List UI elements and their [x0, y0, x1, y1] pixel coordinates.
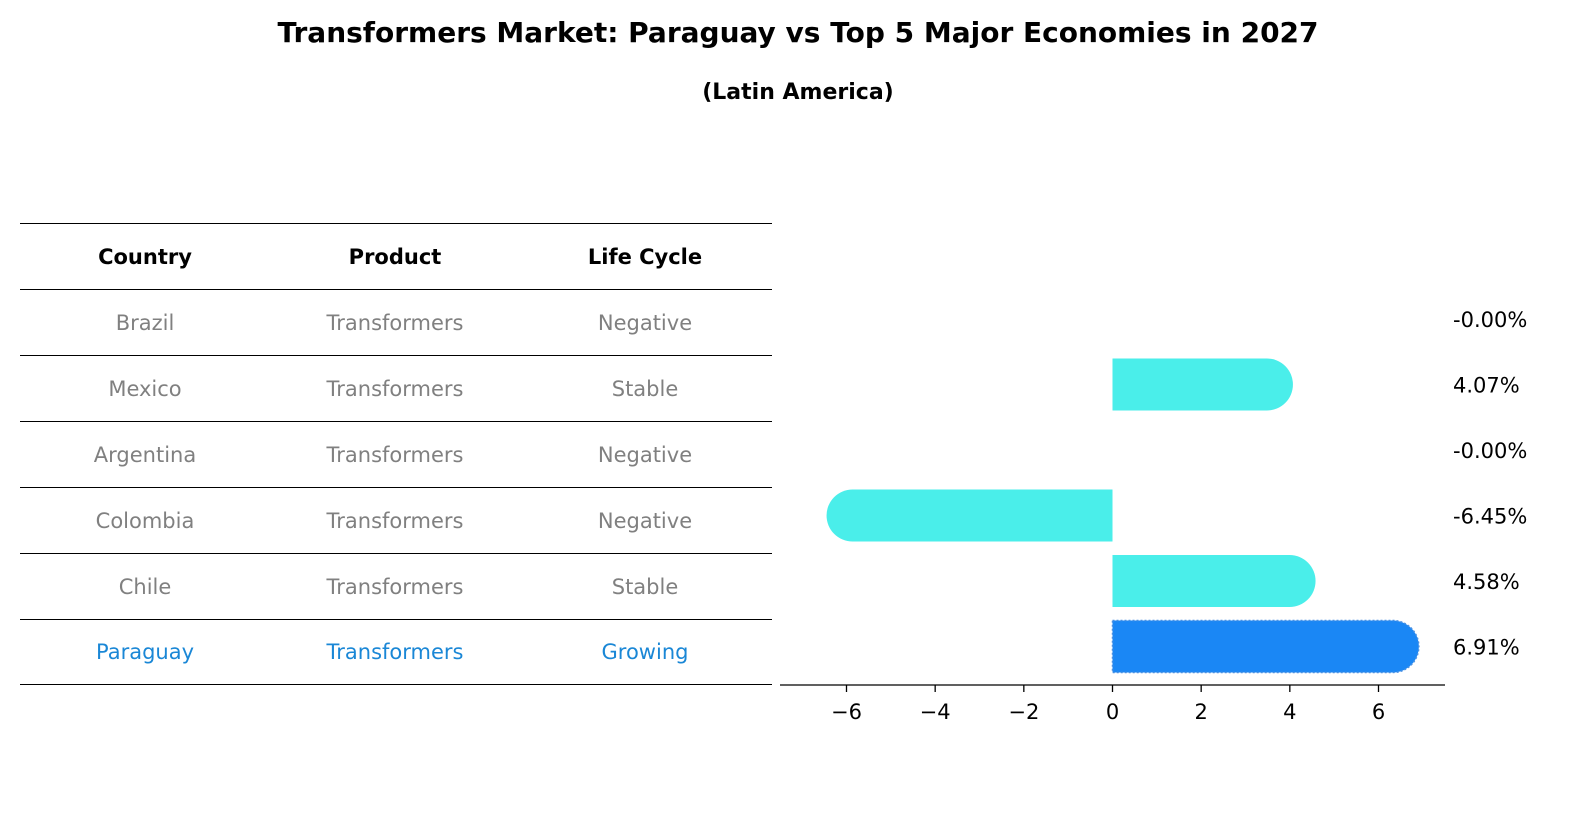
table-row: Brazil Transformers Negative — [20, 289, 772, 355]
cell-country: Mexico — [108, 376, 182, 401]
x-tick-label: −4 — [920, 700, 951, 724]
data-label-mexico: 4.07% — [1453, 374, 1520, 398]
x-tick-label: 6 — [1372, 700, 1385, 724]
cell-life-cycle: Stable — [611, 574, 679, 599]
cell-life-cycle: Negative — [597, 310, 693, 335]
cell-life-cycle: Growing — [601, 640, 689, 664]
cell-product: Transformers — [326, 310, 464, 335]
bar-chile — [1112, 555, 1316, 607]
cell-country: Paraguay — [95, 640, 195, 664]
cell-country: Chile — [118, 574, 172, 599]
bar-paraguay — [1111, 619, 1420, 674]
x-tick-label: 4 — [1283, 700, 1296, 724]
data-label-brazil: -0.00% — [1453, 308, 1527, 332]
cell-product: Transformers — [326, 508, 464, 533]
cell-life-cycle: Negative — [597, 442, 693, 467]
cell-country: Brazil — [115, 310, 175, 335]
table-row: Colombia Transformers Negative — [20, 487, 772, 553]
chart-title: Transformers Market: Paraguay vs Top 5 M… — [277, 16, 1319, 49]
chart-subtitle: (Latin America) — [702, 80, 894, 105]
table-header-row: Country Product Life Cycle — [20, 223, 772, 289]
bar-chart: -0.00% 4.07% -0.00% -6.45% 4.58% 6.91% −6 −4 −2 0… — [780, 308, 1527, 724]
cell-product: Transformers — [326, 574, 464, 599]
table-row: Chile Transformers Stable — [20, 553, 772, 619]
table-row: Argentina Transformers Negative — [20, 421, 772, 487]
x-tick-label: 2 — [1194, 700, 1207, 724]
country-table: Country Product Life Cycle Brazil Transf… — [20, 223, 772, 685]
cell-country: Argentina — [93, 442, 197, 467]
cell-life-cycle: Stable — [611, 376, 679, 401]
cell-product: Transformers — [326, 376, 464, 401]
bar-colombia — [826, 489, 1113, 542]
data-label-paraguay: 6.91% — [1453, 636, 1520, 660]
table-row: Mexico Transformers Stable — [20, 355, 772, 421]
data-label-colombia: -6.45% — [1453, 505, 1527, 529]
x-tick-label: 0 — [1106, 700, 1119, 724]
table-row-highlighted: Paraguay Transformers Growing — [20, 619, 772, 685]
x-tick-label: −6 — [831, 700, 862, 724]
cell-product: Transformers — [326, 640, 464, 664]
data-label-chile: 4.58% — [1453, 570, 1520, 594]
x-tick-label: −2 — [1008, 700, 1039, 724]
header-product: Product — [348, 244, 442, 269]
cell-product: Transformers — [326, 442, 464, 467]
header-country: Country — [98, 244, 192, 269]
header-life-cycle: Life Cycle — [587, 244, 703, 269]
bar-mexico — [1112, 358, 1293, 411]
cell-country: Colombia — [95, 508, 195, 533]
data-label-argentina: -0.00% — [1453, 439, 1527, 463]
cell-life-cycle: Negative — [597, 508, 693, 533]
